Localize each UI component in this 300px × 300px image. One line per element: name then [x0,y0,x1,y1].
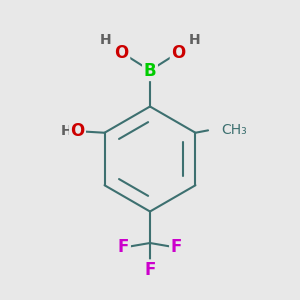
Text: F: F [118,238,129,256]
Text: H: H [61,124,73,138]
Text: H: H [100,33,112,47]
Text: B: B [144,61,156,80]
Text: O: O [171,44,186,62]
Text: F: F [144,261,156,279]
Text: H: H [188,33,200,47]
Text: O: O [70,122,85,140]
Text: CH₃: CH₃ [222,123,247,137]
Text: O: O [114,44,129,62]
Text: F: F [171,238,182,256]
